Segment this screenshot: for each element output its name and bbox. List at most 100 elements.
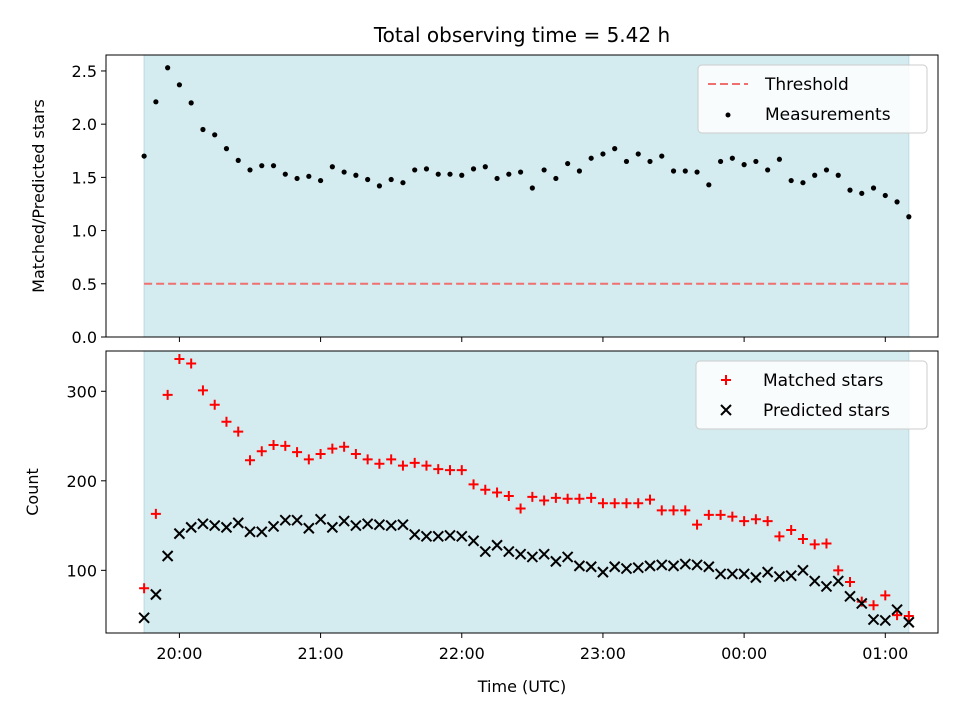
measurement-point [317,177,324,184]
predicted-star-point [808,575,821,587]
measurement-point [329,164,335,170]
measurement-point [165,65,171,71]
measurement-point [412,167,418,173]
y-tick-label: 0.0 [72,328,97,347]
matched-star-point [362,454,373,465]
matched-star-point [374,458,385,469]
matched-star-point [703,509,714,520]
y-tick-label: 2.0 [72,115,97,134]
bottom-legend-box [695,360,928,430]
matched-star-point [797,534,808,544]
predicted-star-point [773,570,786,583]
y-tick-label: 1.5 [72,168,97,187]
x-tick-label: 21:00 [298,644,344,663]
predicted-star-point [538,548,550,560]
predicted-star-point [903,616,915,628]
bottom-x-ticks: 20:00 21:00 22:00 23:00 00:00 01:00 [156,633,908,663]
measurement-point [259,163,265,169]
matched-star-point [680,505,691,516]
measurement-point [247,167,253,173]
measurement-point [482,164,488,170]
matched-star-point [292,447,303,458]
measurement-point [223,146,230,152]
matched-star-point [621,498,632,509]
measurement-point [506,171,512,177]
legend-threshold-label: Threshold [764,75,849,95]
predicted-star-point [385,519,397,532]
matched-star-point [597,498,608,509]
matched-star-point [421,460,432,471]
measurement-point [659,153,665,159]
predicted-star-point [279,514,292,526]
predicted-star-point [644,560,656,572]
predicted-star-point [679,558,692,570]
matched-star-point [586,492,597,503]
predicted-star-point [397,518,409,531]
measurement-point [870,185,877,191]
matched-star-point [221,416,232,427]
measurement-point [388,176,394,183]
matched-star-point [833,565,844,576]
measurement-point [729,155,735,161]
matched-star-point [197,385,208,396]
predicted-star-point [267,520,280,533]
measurement-point [635,151,641,157]
measurement-point [753,158,759,165]
matched-star-point [856,596,867,607]
matched-star-point [892,610,903,621]
predicted-star-point [761,566,774,578]
matched-star-point [880,590,891,601]
predicted-star-point [844,590,856,603]
top-axes-frame [105,54,939,338]
matched-star-point [350,448,361,459]
x-axis-label: Time (UTC) [477,677,566,696]
legend-predicted-swatch [720,404,732,416]
y-tick-label: 2.5 [72,62,97,81]
measurement-point [306,173,312,179]
matched-star-point [445,465,455,476]
predicted-star-point [656,559,668,571]
measurement-point [776,156,783,162]
matched-star-point [397,460,408,471]
predicted-star-point [514,548,527,560]
measurement-point [612,146,618,152]
measurement-point [835,172,841,178]
predicted-star-point [597,566,609,578]
matched-star-point [150,508,161,519]
predicted-star-point [820,580,833,593]
chart-title: Total observing time = 5.42 h [373,23,670,47]
top-panel: 0.0 0.5 1.0 1.5 2.0 2.5 Total observing time … [29,23,939,347]
predicted-star-point [561,551,574,563]
predicted-star-point [856,597,868,610]
measurement-point [706,182,712,188]
top-x-ticks [178,337,886,342]
predicted-star-point [232,517,244,529]
measurements-series [141,65,912,220]
matched-star-point [727,511,738,522]
measurement-point [294,175,300,182]
measurement-point [823,167,830,173]
predicted-star-point [785,569,797,582]
y-tick-label: 300 [66,382,97,401]
matched-star-point [315,448,326,459]
measurement-point [459,172,465,178]
measurement-point [541,167,547,173]
measurement-point [188,100,194,106]
measurement-point [353,172,359,178]
predicted-star-point [867,613,880,626]
predicted-star-point [738,568,750,580]
measurement-point [435,171,441,177]
measurement-point [270,163,277,169]
matched-star-point [633,498,644,509]
measurement-point [517,169,524,175]
predicted-star-point [244,526,256,538]
predicted-star-point [714,568,727,580]
predicted-star-point [667,560,680,572]
predicted-star-point [608,561,621,573]
predicted-star-point [138,612,150,624]
matched-star-point [539,495,550,506]
x-tick-label: 23:00 [580,644,626,663]
y-tick-label: 100 [66,561,97,580]
bottom-y-ticks: 100 200 300 [66,382,106,580]
